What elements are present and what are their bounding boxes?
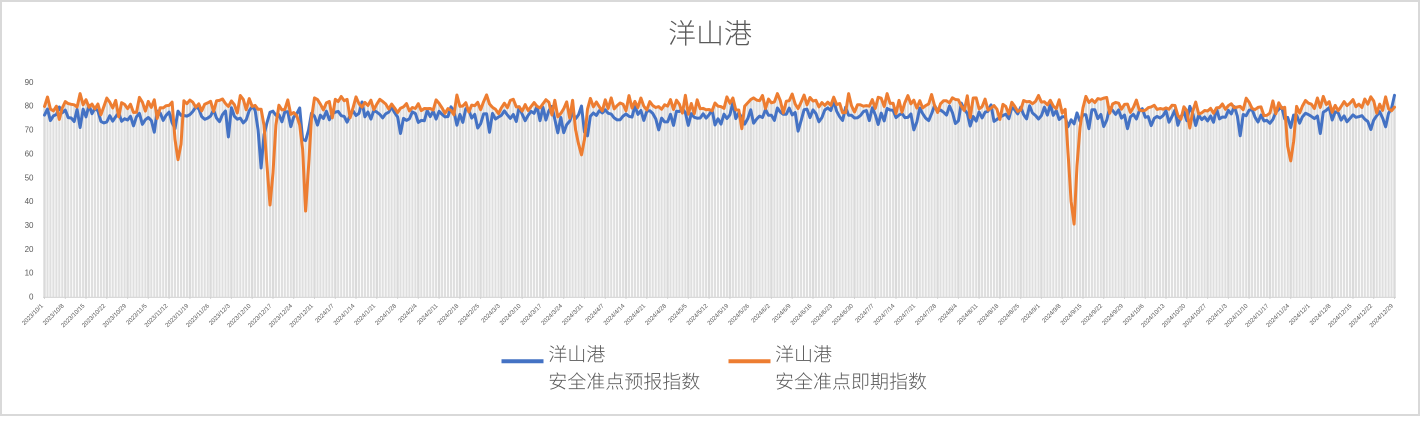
svg-text:20: 20	[25, 245, 34, 254]
svg-text:50: 50	[25, 173, 34, 182]
svg-text:70: 70	[25, 126, 34, 135]
svg-text:0: 0	[29, 293, 34, 302]
svg-text:90: 90	[25, 78, 34, 87]
svg-text:60: 60	[25, 149, 34, 158]
svg-text:40: 40	[25, 197, 34, 206]
svg-text:10: 10	[25, 269, 34, 278]
svg-text:80: 80	[25, 102, 34, 111]
svg-text:30: 30	[25, 221, 34, 230]
